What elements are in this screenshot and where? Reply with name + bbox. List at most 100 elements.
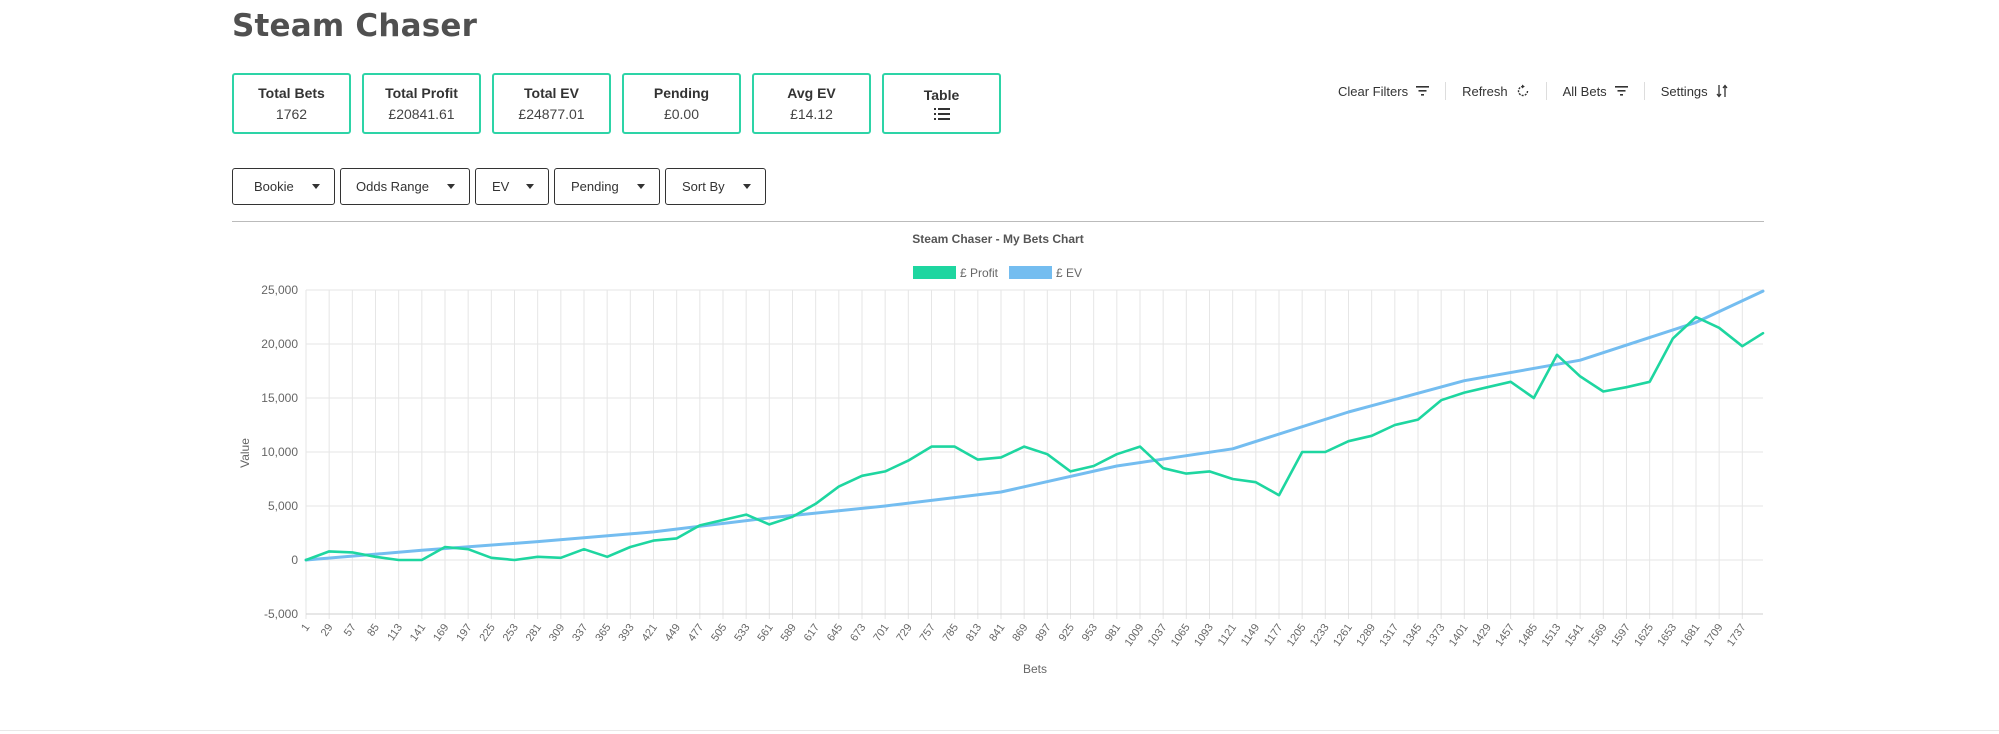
x-tick-label: 1317 (1377, 622, 1401, 649)
stat-label: Avg EV (787, 85, 836, 101)
all-bets-label: All Bets (1562, 83, 1607, 99)
y-axis-label: Value (238, 438, 252, 468)
sort-icon (1716, 84, 1728, 98)
x-tick-label: 113 (385, 622, 405, 643)
legend-label-profit: £ Profit (960, 266, 999, 280)
x-tick-label: 1037 (1146, 622, 1170, 649)
x-tick-label: 561 (755, 622, 775, 644)
x-tick-label: 813 (964, 622, 984, 644)
stat-label: Total Bets (258, 85, 325, 101)
x-tick-label: 1401 (1447, 622, 1471, 649)
profit-series-line (304, 315, 1765, 562)
toolbar-separator (1643, 82, 1645, 100)
ev-series-line (304, 289, 1765, 562)
stat-label: Total EV (524, 85, 579, 101)
toolbar-separator (1545, 82, 1547, 100)
x-tick-label: 85 (365, 622, 382, 639)
legend-swatch-profit (913, 266, 956, 279)
settings-button[interactable]: Settings (1645, 80, 1744, 102)
x-tick-label: 141 (408, 622, 428, 644)
toolbar-separator (1445, 82, 1447, 100)
footer-divider (0, 730, 1999, 731)
stat-cards: Total Bets 1762 Total Profit £20841.61 T… (232, 73, 1001, 134)
x-tick-label: 1597 (1609, 622, 1633, 649)
x-tick-label: 29 (319, 622, 336, 639)
x-tick-label: 1457 (1493, 622, 1517, 649)
x-tick-label: 981 (1103, 622, 1123, 644)
sort-by-dropdown[interactable]: Sort By (665, 168, 766, 205)
x-tick-label: 869 (1010, 622, 1030, 644)
stat-card-pending[interactable]: Pending £0.00 (622, 73, 741, 134)
y-tick-label: 20,000 (261, 337, 298, 351)
refresh-icon (1517, 84, 1528, 97)
ev-dropdown[interactable]: EV (475, 168, 549, 205)
x-tick-label: 1149 (1239, 622, 1262, 648)
stat-label: Table (923, 87, 960, 103)
legend-label-ev: £ EV (1056, 266, 1082, 280)
x-tick-label: 1569 (1586, 622, 1610, 649)
stat-card-total-bets[interactable]: Total Bets 1762 (232, 73, 351, 134)
x-tick-label: 1485 (1516, 622, 1540, 649)
clear-filters-button[interactable]: Clear Filters (1338, 80, 1445, 102)
x-tick-label: 309 (547, 622, 567, 644)
all-bets-button[interactable]: All Bets (1547, 80, 1644, 102)
x-tick-label: 673 (848, 622, 868, 644)
page-title: Steam Chaser (232, 8, 478, 44)
clear-filters-label: Clear Filters (1338, 83, 1409, 99)
x-tick-label: 1289 (1354, 622, 1378, 649)
y-axis-ticks: -5,000 0 5,000 10,000 15,000 20,000 25,000 (261, 283, 298, 621)
x-tick-label: 617 (802, 622, 822, 644)
refresh-button[interactable]: Refresh (1446, 80, 1546, 102)
filter-bar: Bookie Odds Range EV Pending Sort By (232, 168, 766, 205)
y-tick-label: 15,000 (261, 391, 298, 405)
x-tick-label: 533 (732, 622, 752, 644)
x-tick-label: 757 (918, 622, 938, 644)
x-tick-label: 1261 (1331, 622, 1355, 649)
x-tick-label: 1541 (1563, 622, 1587, 649)
dropdown-label: Sort By (682, 179, 725, 194)
x-tick-label: 645 (825, 622, 845, 644)
odds-range-dropdown[interactable]: Odds Range (340, 168, 470, 205)
x-tick-label: 1093 (1192, 622, 1216, 649)
caret-down-icon (743, 184, 751, 189)
section-divider (232, 221, 1764, 222)
x-tick-label: 505 (709, 622, 729, 644)
bets-chart: Steam Chaser - My Bets Chart £ Profit £ … (238, 232, 1765, 676)
chart-legend: £ Profit £ EV (913, 266, 1082, 280)
filter-icon (1416, 86, 1430, 96)
pending-dropdown[interactable]: Pending (554, 168, 660, 205)
x-axis-ticks: 1 29 57 85 113 141 169 197 225 253 281 309 337 365 393… (299, 622, 1749, 649)
refresh-label: Refresh (1462, 83, 1508, 99)
x-tick-label: 897 (1033, 622, 1053, 644)
stat-card-total-ev[interactable]: Total EV £24877.01 (492, 73, 611, 134)
x-tick-label: 953 (1080, 622, 1100, 644)
y-tick-label: 25,000 (261, 283, 298, 297)
stat-value: 1762 (275, 106, 308, 122)
x-tick-label: 281 (524, 622, 544, 644)
x-tick-label: 1009 (1123, 622, 1147, 649)
y-tick-label: 10,000 (261, 445, 298, 459)
caret-down-icon (526, 184, 534, 189)
stat-card-total-profit[interactable]: Total Profit £20841.61 (362, 73, 481, 134)
x-tick-label: 701 (871, 622, 891, 644)
caret-down-icon (637, 184, 645, 189)
stat-value: £14.12 (790, 106, 833, 122)
x-tick-label: 1681 (1679, 622, 1703, 649)
stat-value: £0.00 (663, 106, 700, 122)
x-tick-label: 169 (431, 622, 451, 644)
x-tick-label: 1373 (1424, 622, 1448, 649)
y-tick-label: -5,000 (264, 607, 298, 621)
x-tick-label: 253 (501, 622, 521, 644)
x-tick-label: 925 (1057, 622, 1077, 644)
stat-card-avg-ev[interactable]: Avg EV £14.12 (752, 73, 871, 134)
x-tick-label: 337 (570, 622, 590, 644)
bookie-dropdown[interactable]: Bookie (232, 168, 335, 205)
stat-label: Total Profit (385, 85, 458, 101)
legend-swatch-ev (1009, 266, 1052, 279)
x-tick-label: 589 (779, 622, 799, 644)
chart-series (304, 289, 1765, 562)
table-view-button[interactable]: Table (882, 73, 1001, 134)
stat-value: £24877.01 (518, 106, 585, 122)
x-tick-label: 1 (299, 622, 312, 634)
